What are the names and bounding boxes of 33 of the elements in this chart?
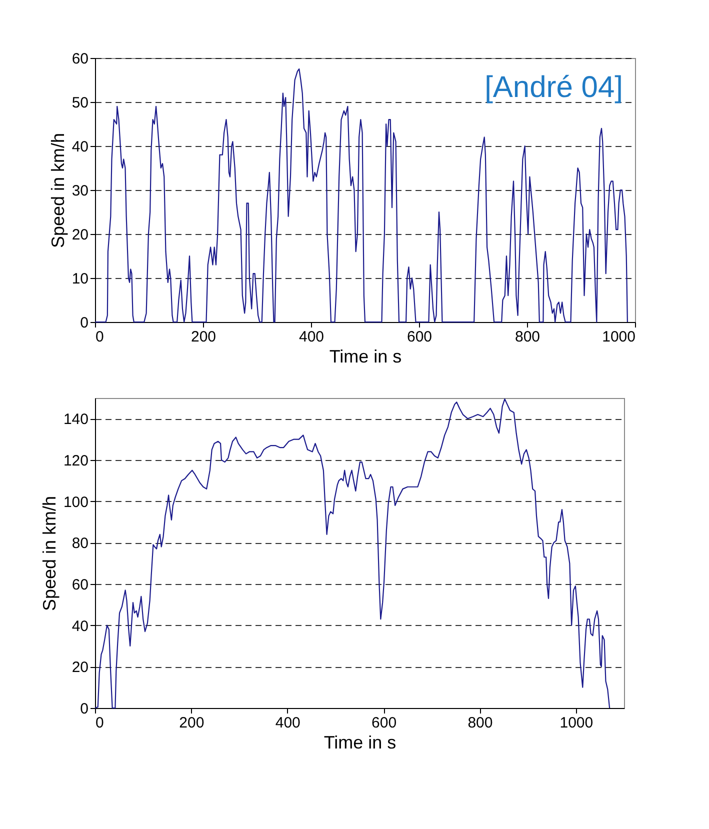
y-tick-label: 140 bbox=[63, 411, 88, 428]
y-tick-label: 30 bbox=[72, 182, 88, 200]
y-tick-label: 0 bbox=[80, 314, 88, 332]
x-tick-label: 200 bbox=[190, 328, 216, 346]
annotation: [André 04] bbox=[484, 71, 623, 104]
x-tick-label: 800 bbox=[468, 714, 493, 732]
x-tick-label: 400 bbox=[275, 714, 300, 732]
y-tick-label: 120 bbox=[63, 452, 88, 470]
y-tick-label: 80 bbox=[72, 535, 88, 552]
x-tick-label: 1000 bbox=[560, 714, 594, 732]
x-tick-label: 0 bbox=[96, 714, 104, 732]
y-tick-label: 60 bbox=[72, 50, 88, 68]
y-tick-label: 10 bbox=[72, 270, 88, 288]
y-tick-label: 40 bbox=[72, 138, 88, 156]
y-axis-title: Speed in km/h bbox=[48, 132, 68, 248]
x-tick-label: 800 bbox=[514, 328, 540, 346]
y-tick-label: 50 bbox=[72, 94, 88, 112]
x-axis-title: Time in s bbox=[324, 732, 396, 752]
x-tick-label: 1000 bbox=[602, 328, 636, 346]
x-tick-label: 200 bbox=[179, 714, 204, 732]
y-axis-title: Speed in km/h bbox=[39, 496, 60, 612]
x-tick-label: 0 bbox=[96, 328, 104, 346]
x-axis-title: Time in s bbox=[329, 346, 402, 366]
y-tick-label: 40 bbox=[72, 618, 88, 635]
y-tick-label: 100 bbox=[63, 494, 88, 511]
x-tick-label: 400 bbox=[298, 328, 324, 346]
line-series bbox=[94, 68, 628, 323]
y-tick-label: 0 bbox=[80, 700, 88, 718]
y-tick-label: 20 bbox=[72, 226, 88, 244]
x-tick-label: 600 bbox=[372, 714, 397, 732]
y-tick-label: 20 bbox=[72, 659, 88, 676]
y-tick-label: 60 bbox=[72, 576, 88, 594]
x-tick-label: 600 bbox=[406, 328, 432, 346]
